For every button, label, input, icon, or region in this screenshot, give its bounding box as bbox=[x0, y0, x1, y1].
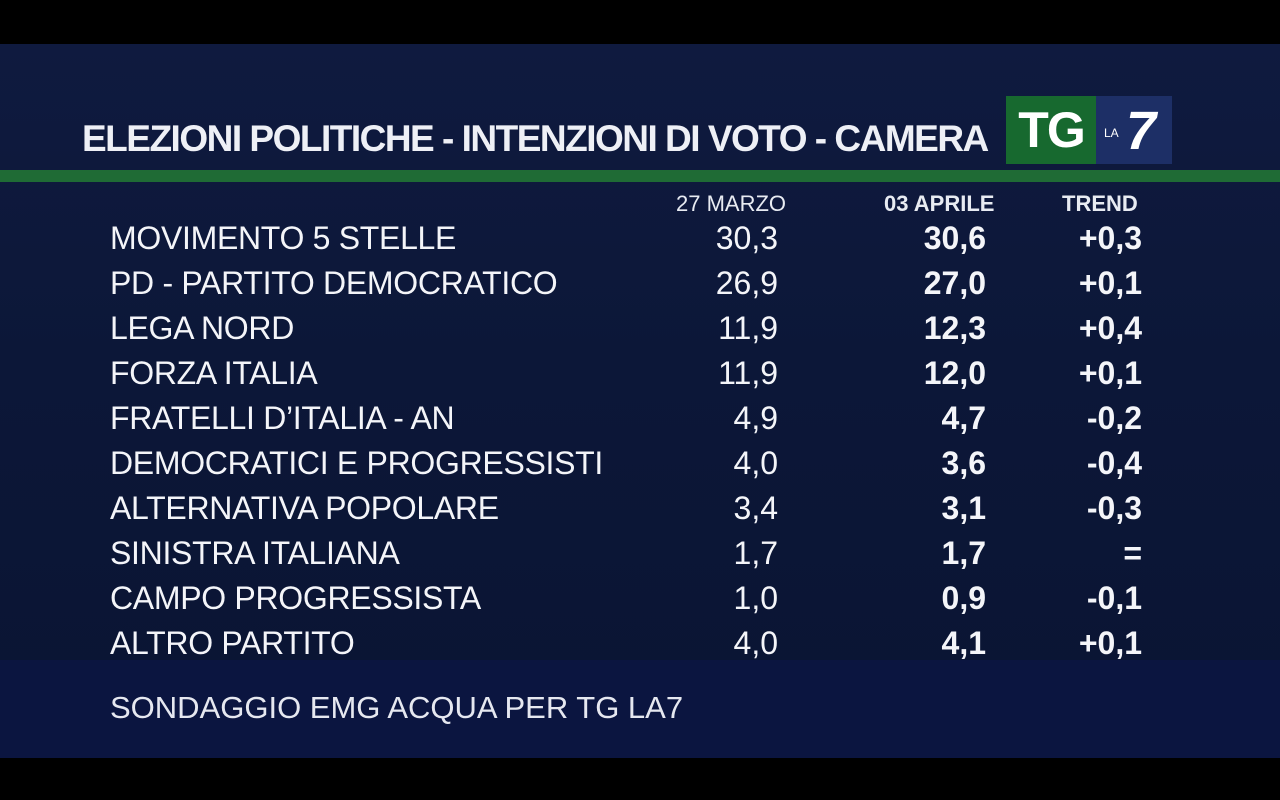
value-27-marzo: 1,0 bbox=[733, 580, 778, 616]
value-27-marzo: 1,7 bbox=[733, 535, 778, 571]
value-27-marzo: 3,4 bbox=[733, 490, 778, 526]
table-row: SINISTRA ITALIANA 1,7 1,7 = bbox=[0, 535, 1280, 580]
table-row: DEMOCRATICI E PROGRESSISTI 4,0 3,6 -0,4 bbox=[0, 445, 1280, 490]
value-27-marzo: 11,9 bbox=[718, 310, 778, 346]
trend-value: +0,3 bbox=[1078, 220, 1142, 256]
party-name: MOVIMENTO 5 STELLE bbox=[110, 220, 457, 256]
table-row: LEGA NORD 11,9 12,3 +0,4 bbox=[0, 310, 1280, 355]
value-03-aprile: 3,6 bbox=[941, 445, 986, 481]
column-header-27-marzo: 27 MARZO bbox=[676, 191, 787, 216]
table-row: PD - PARTITO DEMOCRATICO 26,9 27,0 +0,1 bbox=[0, 265, 1280, 310]
value-03-aprile: 4,7 bbox=[941, 400, 986, 436]
value-03-aprile: 12,0 bbox=[923, 355, 986, 391]
logo-la-text: LA bbox=[1104, 126, 1119, 140]
trend-value: -0,1 bbox=[1086, 580, 1142, 616]
logo-seven-text: 7 bbox=[1126, 101, 1157, 161]
table-row: ALTRO PARTITO 4,0 4,1 +0,1 bbox=[0, 625, 1280, 670]
value-03-aprile: 12,3 bbox=[923, 310, 986, 346]
party-name: FRATELLI D’ITALIA - AN bbox=[110, 400, 455, 436]
value-27-marzo: 4,0 bbox=[733, 445, 778, 481]
value-03-aprile: 1,7 bbox=[941, 535, 986, 571]
page-title: ELEZIONI POLITICHE - INTENZIONI DI VOTO … bbox=[82, 118, 989, 159]
value-27-marzo: 30,3 bbox=[715, 220, 778, 256]
column-header-03-aprile: 03 APRILE bbox=[884, 191, 995, 216]
party-name: LEGA NORD bbox=[110, 310, 295, 346]
trend-value: -0,4 bbox=[1086, 445, 1142, 481]
trend-value: +0,1 bbox=[1078, 265, 1142, 301]
value-27-marzo: 4,0 bbox=[733, 625, 778, 661]
column-header-trend: TREND bbox=[1062, 191, 1138, 216]
trend-value: +0,1 bbox=[1078, 355, 1142, 391]
table-row: ALTERNATIVA POPOLARE 3,4 3,1 -0,3 bbox=[0, 490, 1280, 535]
party-name: ALTRO PARTITO bbox=[110, 625, 355, 661]
party-name: CAMPO PROGRESSISTA bbox=[110, 580, 481, 616]
value-03-aprile: 0,9 bbox=[941, 580, 986, 616]
table-row: FORZA ITALIA 11,9 12,0 +0,1 bbox=[0, 355, 1280, 400]
party-name: SINISTRA ITALIANA bbox=[110, 535, 400, 571]
value-27-marzo: 4,9 bbox=[733, 400, 778, 436]
table-row: MOVIMENTO 5 STELLE 30,3 30,6 +0,3 bbox=[0, 220, 1280, 265]
trend-value: -0,2 bbox=[1086, 400, 1142, 436]
footer-band bbox=[0, 660, 1280, 758]
poll-source: SONDAGGIO EMG ACQUA PER TG LA7 bbox=[110, 690, 684, 725]
trend-value: = bbox=[1123, 535, 1142, 571]
table-row: CAMPO PROGRESSISTA 1,0 0,9 -0,1 bbox=[0, 580, 1280, 625]
table-row: FRATELLI D’ITALIA - AN 4,9 4,7 -0,2 bbox=[0, 400, 1280, 445]
value-27-marzo: 26,9 bbox=[715, 265, 778, 301]
trend-value: -0,3 bbox=[1086, 490, 1142, 526]
value-03-aprile: 3,1 bbox=[941, 490, 986, 526]
trend-value: +0,4 bbox=[1078, 310, 1142, 346]
trend-value: +0,1 bbox=[1078, 625, 1142, 661]
party-name: DEMOCRATICI E PROGRESSISTI bbox=[110, 445, 603, 481]
tg-la7-logo: TG LA 7 bbox=[1006, 96, 1172, 164]
value-27-marzo: 11,9 bbox=[718, 355, 778, 391]
party-name: ALTERNATIVA POPOLARE bbox=[110, 490, 499, 526]
value-03-aprile: 30,6 bbox=[923, 220, 986, 256]
party-name: PD - PARTITO DEMOCRATICO bbox=[110, 265, 558, 301]
value-03-aprile: 4,1 bbox=[941, 625, 986, 661]
logo-tg: TG bbox=[1006, 96, 1096, 164]
title-divider bbox=[0, 170, 1280, 182]
logo-la7: LA 7 bbox=[1096, 96, 1172, 164]
value-03-aprile: 27,0 bbox=[923, 265, 986, 301]
party-name: FORZA ITALIA bbox=[110, 355, 318, 391]
